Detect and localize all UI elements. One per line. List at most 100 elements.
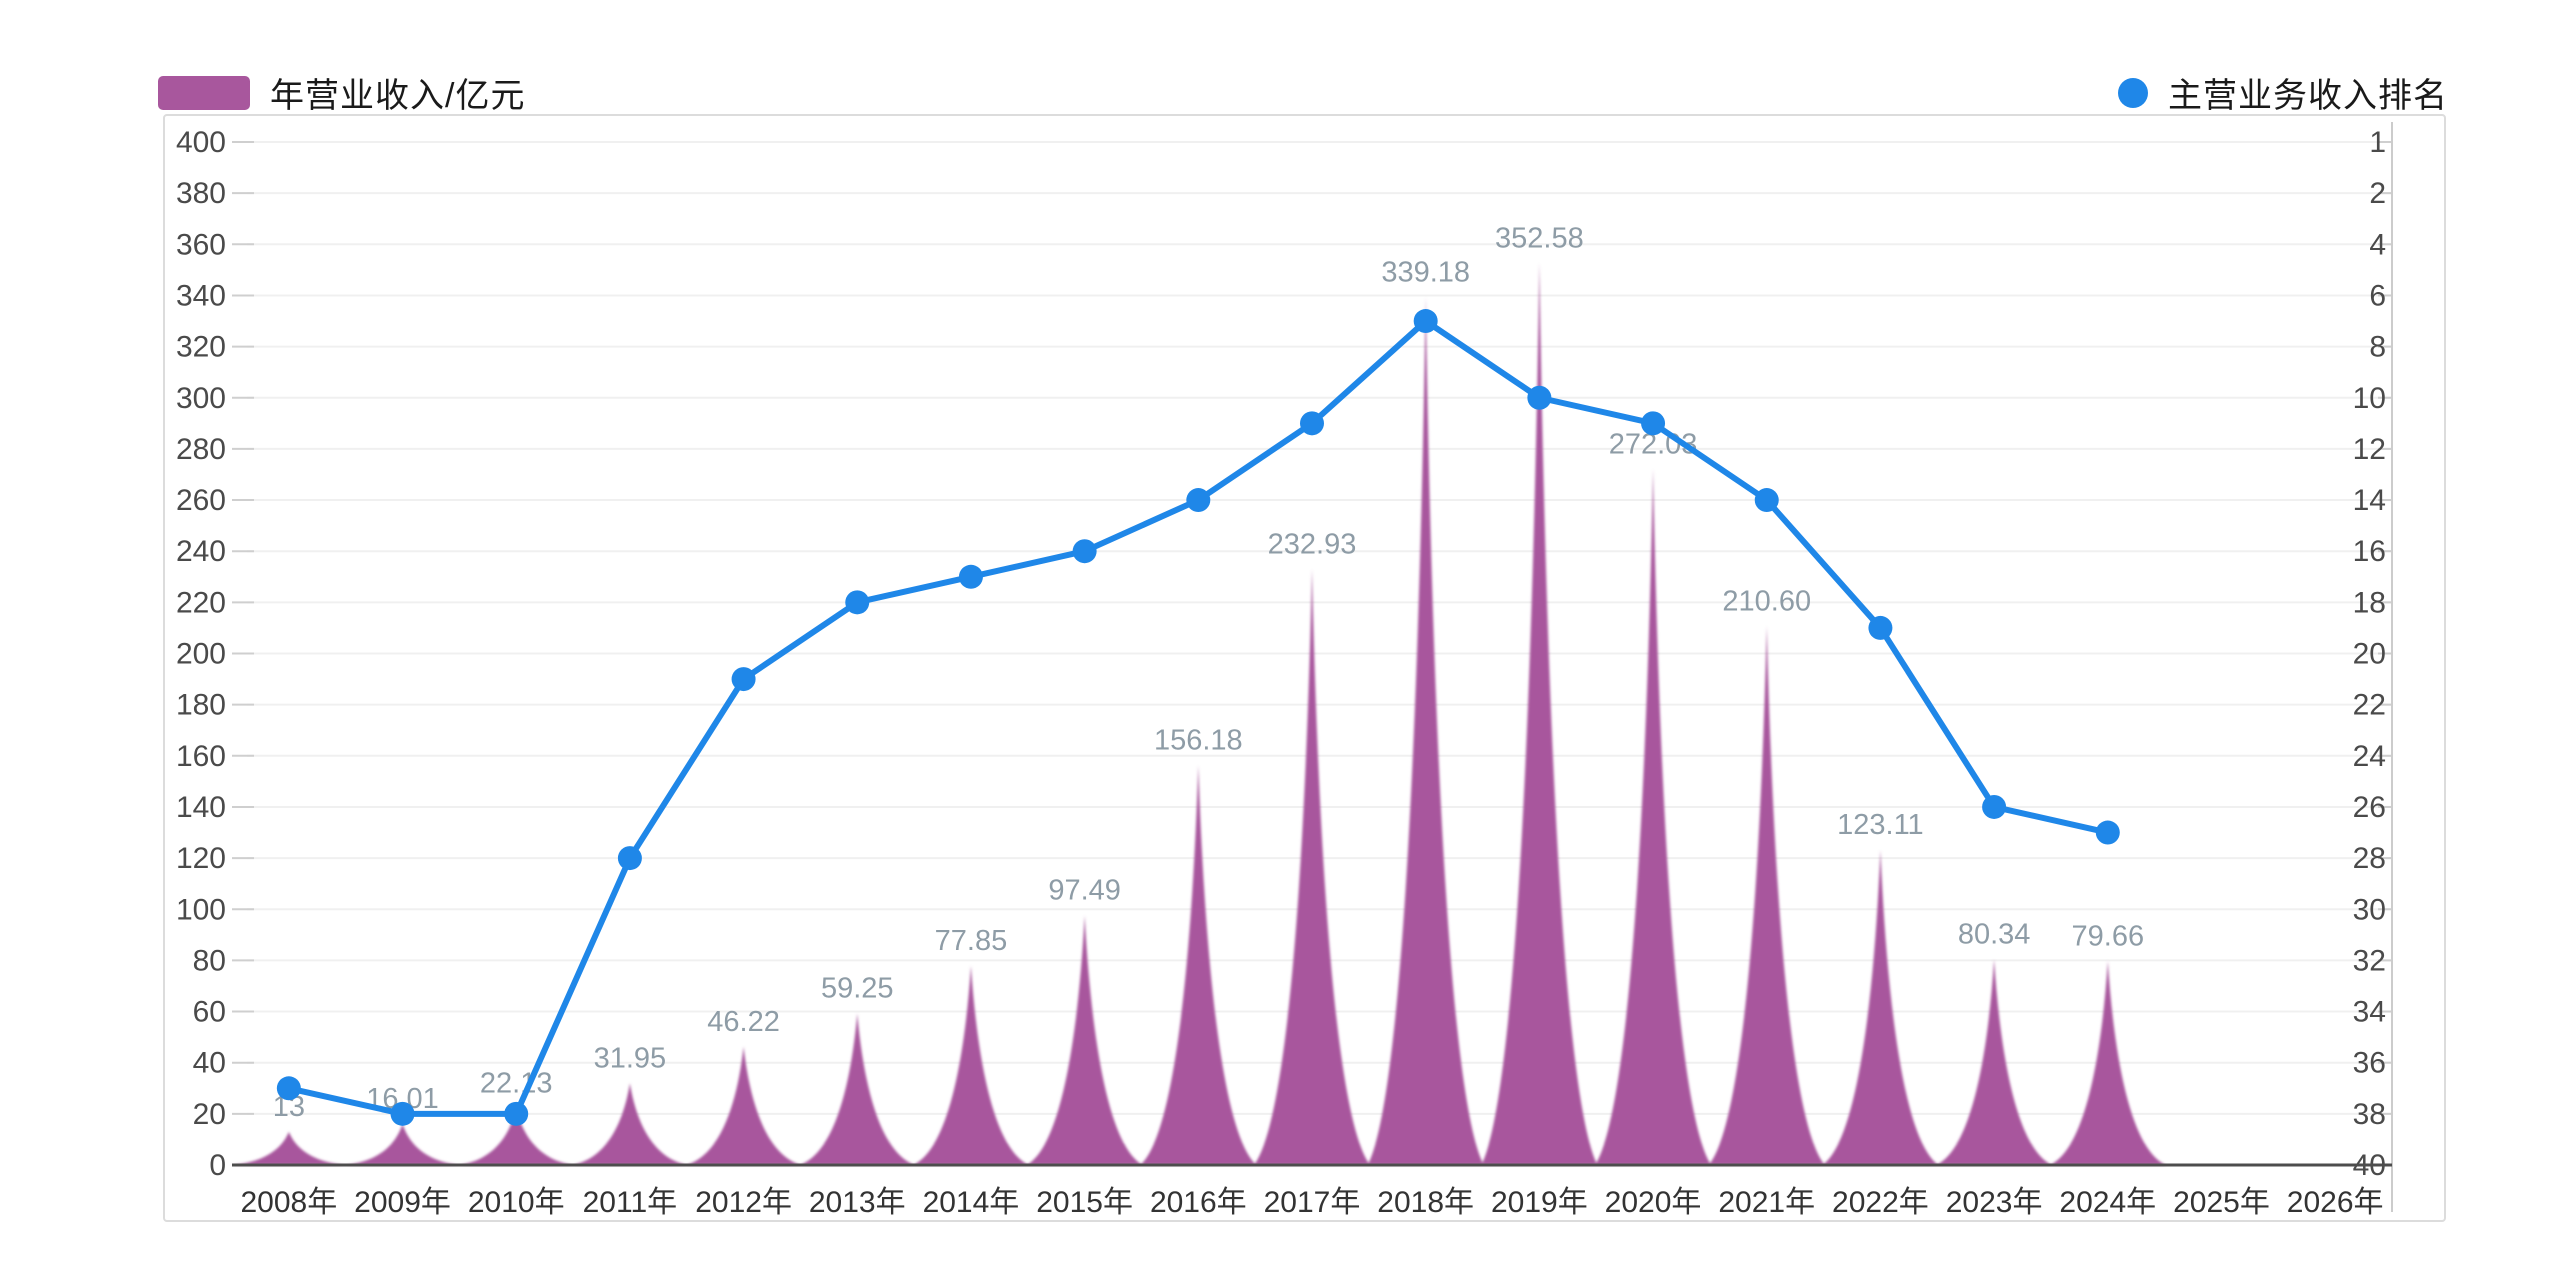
svg-text:38: 38	[2353, 1098, 2386, 1131]
revenue-value-label: 339.18	[1381, 257, 1470, 289]
svg-text:6: 6	[2369, 279, 2386, 312]
svg-text:18: 18	[2353, 586, 2386, 619]
svg-text:2020年: 2020年	[1605, 1186, 1702, 1219]
revenue-value-label: 123.11	[1837, 809, 1924, 841]
revenue-value-label: 156.18	[1154, 725, 1243, 757]
revenue-value-label: 79.66	[2072, 920, 2145, 952]
revenue-value-label: 77.85	[935, 925, 1008, 957]
svg-text:2024年: 2024年	[2059, 1186, 2156, 1219]
revenue-value-label: 80.34	[1958, 919, 2031, 951]
svg-text:24: 24	[2353, 740, 2386, 773]
svg-text:4: 4	[2369, 228, 2386, 261]
svg-text:14: 14	[2353, 484, 2386, 517]
svg-text:140: 140	[176, 791, 226, 824]
svg-text:30: 30	[2353, 893, 2386, 926]
svg-text:100: 100	[176, 893, 226, 926]
svg-text:20: 20	[193, 1098, 226, 1131]
revenue-value-label: 59.25	[821, 972, 894, 1004]
legend-item-rank[interactable]: 主营业务收入排名	[2118, 68, 2448, 117]
svg-text:200: 200	[176, 638, 226, 671]
rank-point[interactable]	[1868, 615, 1893, 640]
legend-rank-label: 主营业务收入排名	[2168, 77, 2448, 115]
svg-text:80: 80	[193, 944, 226, 977]
revenue-spike	[1140, 765, 1257, 1165]
rank-point[interactable]	[390, 1101, 415, 1126]
rank-point[interactable]	[1982, 794, 2007, 819]
rank-point[interactable]	[1641, 411, 1666, 436]
revenue-spike	[1481, 263, 1598, 1166]
revenue-spike	[1367, 297, 1484, 1166]
revenue-swatch-icon	[158, 75, 250, 110]
svg-text:360: 360	[176, 228, 226, 261]
rank-point[interactable]	[276, 1076, 301, 1101]
revenue-spike	[685, 1046, 802, 1165]
svg-text:2017年: 2017年	[1264, 1186, 1361, 1219]
revenue-spike	[1595, 469, 1712, 1165]
svg-text:40: 40	[193, 1047, 226, 1080]
rank-point[interactable]	[1527, 385, 1552, 410]
revenue-spike	[799, 1013, 916, 1165]
svg-text:2009年: 2009年	[354, 1186, 451, 1219]
svg-text:2023年: 2023年	[1946, 1186, 2043, 1219]
rank-point[interactable]	[1072, 539, 1097, 564]
svg-text:120: 120	[176, 842, 226, 875]
svg-text:20: 20	[2353, 638, 2386, 671]
revenue-value-label: 22.13	[480, 1067, 553, 1099]
svg-text:240: 240	[176, 535, 226, 568]
svg-text:2019年: 2019年	[1491, 1186, 1588, 1219]
svg-text:320: 320	[176, 331, 226, 364]
svg-text:2012年: 2012年	[695, 1186, 792, 1219]
svg-text:220: 220	[176, 586, 226, 619]
svg-text:8: 8	[2369, 331, 2386, 364]
svg-text:10: 10	[2353, 382, 2386, 415]
svg-text:36: 36	[2353, 1047, 2386, 1080]
rank-point[interactable]	[504, 1101, 529, 1126]
svg-text:300: 300	[176, 382, 226, 415]
rank-point[interactable]	[958, 564, 983, 589]
svg-text:2014年: 2014年	[923, 1186, 1020, 1219]
svg-text:60: 60	[193, 996, 226, 1029]
svg-text:2010年: 2010年	[468, 1186, 565, 1219]
svg-text:28: 28	[2353, 842, 2386, 875]
svg-text:0: 0	[209, 1149, 226, 1182]
revenue-value-label: 210.60	[1722, 585, 1811, 617]
svg-text:2016年: 2016年	[1150, 1186, 1247, 1219]
svg-text:22: 22	[2353, 689, 2386, 722]
svg-text:2018年: 2018年	[1377, 1186, 1474, 1219]
svg-text:180: 180	[176, 689, 226, 722]
svg-text:2026年: 2026年	[2287, 1186, 2384, 1219]
legend-item-revenue[interactable]: 年营业收入/亿元	[158, 68, 525, 117]
svg-text:16: 16	[2353, 535, 2386, 568]
rank-point[interactable]	[731, 667, 756, 692]
svg-text:32: 32	[2353, 944, 2386, 977]
svg-text:260: 260	[176, 484, 226, 517]
revenue-value-label: 352.58	[1495, 222, 1584, 254]
svg-text:340: 340	[176, 279, 226, 312]
revenue-value-label: 46.22	[707, 1006, 780, 1038]
revenue-spike	[230, 1131, 347, 1165]
revenue-spike	[1822, 850, 1939, 1165]
rank-point[interactable]	[845, 590, 870, 615]
rank-point[interactable]	[1186, 488, 1211, 513]
svg-text:26: 26	[2353, 791, 2386, 824]
chart-plot-area: 400 1 380 2 360 4 340 6 320 8 300 10 280 12 260 14 240 16…	[163, 114, 2446, 1222]
svg-text:280: 280	[176, 433, 226, 466]
rank-point[interactable]	[617, 846, 642, 871]
revenue-spike	[1936, 959, 2053, 1165]
revenue-spike	[344, 1124, 461, 1165]
revenue-value-label: 232.93	[1268, 528, 1357, 560]
rank-point[interactable]	[1754, 488, 1779, 513]
revenue-spike	[1026, 915, 1143, 1165]
revenue-spike	[571, 1083, 688, 1165]
svg-text:2008年: 2008年	[240, 1186, 337, 1219]
svg-text:1: 1	[2369, 126, 2386, 159]
svg-text:2015年: 2015年	[1036, 1186, 1133, 1219]
svg-text:2011年: 2011年	[583, 1186, 678, 1219]
rank-point[interactable]	[1300, 411, 1324, 436]
rank-point[interactable]	[1413, 309, 1438, 334]
svg-text:400: 400	[176, 126, 226, 159]
rank-point[interactable]	[2095, 820, 2120, 845]
legend-revenue-label: 年营业收入/亿元	[270, 77, 526, 115]
